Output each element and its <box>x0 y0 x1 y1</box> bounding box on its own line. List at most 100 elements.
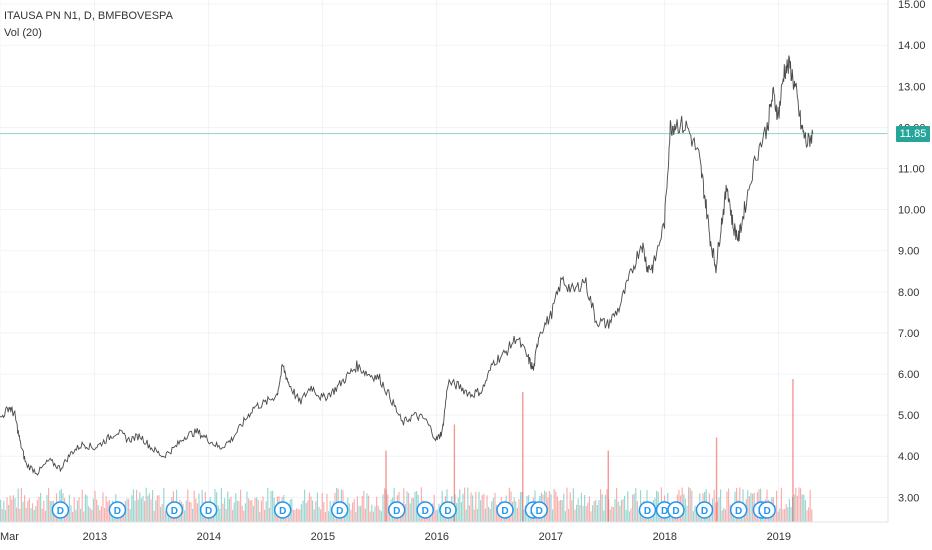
volume-bar <box>244 503 246 522</box>
volume-bar <box>97 505 99 522</box>
volume-bar <box>566 487 568 522</box>
volume-bar <box>472 495 474 522</box>
volume-bar <box>552 509 554 522</box>
dividend-marker[interactable]: D <box>496 501 514 519</box>
volume-bar <box>193 490 195 522</box>
dividend-marker[interactable]: D <box>695 501 714 519</box>
volume-bar <box>809 489 811 522</box>
volume-bar <box>414 491 416 522</box>
dividend-marker[interactable]: D <box>199 501 218 519</box>
volume-bar <box>20 488 22 522</box>
volume-bar <box>329 500 331 522</box>
volume-bar <box>14 497 16 522</box>
volume-bar <box>590 511 592 522</box>
volume-bar <box>241 505 243 522</box>
dividend-marker[interactable]: D <box>273 501 292 519</box>
volume-bar <box>553 488 555 522</box>
dividend-marker[interactable]: D <box>758 501 776 519</box>
volume-bar <box>603 510 605 522</box>
dividend-marker[interactable]: D <box>165 501 184 519</box>
volume-bar <box>569 492 571 522</box>
volume-bar <box>222 503 224 522</box>
volume-bar <box>3 500 5 522</box>
volume-bar <box>331 511 333 522</box>
volume-bar <box>368 495 370 522</box>
volume-bar <box>356 496 358 522</box>
dividend-marker-label: D <box>672 506 679 517</box>
volume-indicator-label[interactable]: Vol (20) <box>4 27 42 39</box>
symbol-title[interactable]: ITAUSA PN N1, D, BMFBOVESPA <box>4 10 173 22</box>
volume-bar <box>70 505 72 522</box>
volume-bar <box>240 489 242 522</box>
volume-bar <box>184 510 186 522</box>
dividend-marker[interactable]: D <box>387 501 406 519</box>
dividend-marker[interactable]: D <box>729 501 748 519</box>
x-tick-label: 2017 <box>539 531 563 543</box>
volume-bar <box>299 509 301 522</box>
volume-bar <box>297 509 299 522</box>
volume-bar <box>48 488 50 522</box>
volume-bar <box>801 494 803 522</box>
volume-bar <box>25 507 27 522</box>
y-tick-label: 9.00 <box>898 246 919 258</box>
x-tick-label: 2014 <box>197 531 221 543</box>
dividend-marker[interactable]: D <box>330 501 349 519</box>
volume-bar <box>89 507 91 522</box>
volume-bar <box>800 488 802 522</box>
volume-bar <box>556 496 558 522</box>
volume-bar <box>131 495 133 522</box>
volume-bar <box>388 508 390 522</box>
volume-bar <box>49 501 51 522</box>
dividend-marker-circle <box>695 501 714 519</box>
volume-bar <box>624 495 626 522</box>
volume-spike-bar <box>385 450 387 522</box>
volume-bar <box>387 494 389 522</box>
volume-bar <box>16 507 18 522</box>
dividend-marker[interactable]: D <box>439 501 457 519</box>
volume-bar <box>105 496 107 522</box>
volume-bar <box>416 491 418 522</box>
volume-bar <box>30 508 32 522</box>
volume-bar <box>473 509 475 522</box>
volume-bar <box>475 492 477 522</box>
dividend-marker[interactable]: D <box>108 501 127 519</box>
volume-bar <box>312 500 314 522</box>
volume-bar <box>798 487 800 522</box>
dividend-marker[interactable]: D <box>638 501 657 519</box>
x-tick-label: 2019 <box>767 531 791 543</box>
volume-bar <box>790 506 792 522</box>
volume-bar <box>310 496 312 522</box>
volume-bar <box>588 496 590 522</box>
volume-bar <box>372 511 374 522</box>
volume-bar <box>100 506 102 522</box>
y-tick-label: 8.00 <box>898 287 919 299</box>
price-series-line <box>0 55 814 476</box>
dividend-marker[interactable]: D <box>530 501 548 519</box>
dividend-marker[interactable]: D <box>51 501 70 519</box>
volume-bar <box>0 499 2 522</box>
volume-bar <box>465 509 467 522</box>
volume-bar <box>548 491 550 522</box>
volume-bar <box>456 503 458 522</box>
dividend-marker-label: D <box>422 506 429 517</box>
dividend-marker-circle <box>729 501 748 519</box>
volume-bar <box>152 489 154 522</box>
price-axis[interactable]: 15.0014.0013.0012.0011.0010.009.008.007.… <box>898 0 926 504</box>
volume-bar <box>188 501 190 522</box>
dividend-marker-label: D <box>501 506 508 517</box>
volume-bar <box>380 511 382 522</box>
volume-bar <box>716 501 718 522</box>
volume-bar <box>593 500 595 522</box>
volume-bar <box>153 510 155 522</box>
volume-bar <box>476 509 478 522</box>
volume-bar <box>300 504 302 522</box>
time-axis[interactable]: Mar 2013 2014 2015 2016 2017 2018 2019 <box>0 531 791 543</box>
volume-bar <box>726 491 728 522</box>
volume-bar <box>688 487 690 522</box>
dividend-marker[interactable]: D <box>667 501 685 519</box>
volume-bar <box>804 500 806 522</box>
volume-bar <box>144 500 146 522</box>
volume-bar <box>256 497 258 522</box>
dividend-marker[interactable]: D <box>416 501 434 519</box>
